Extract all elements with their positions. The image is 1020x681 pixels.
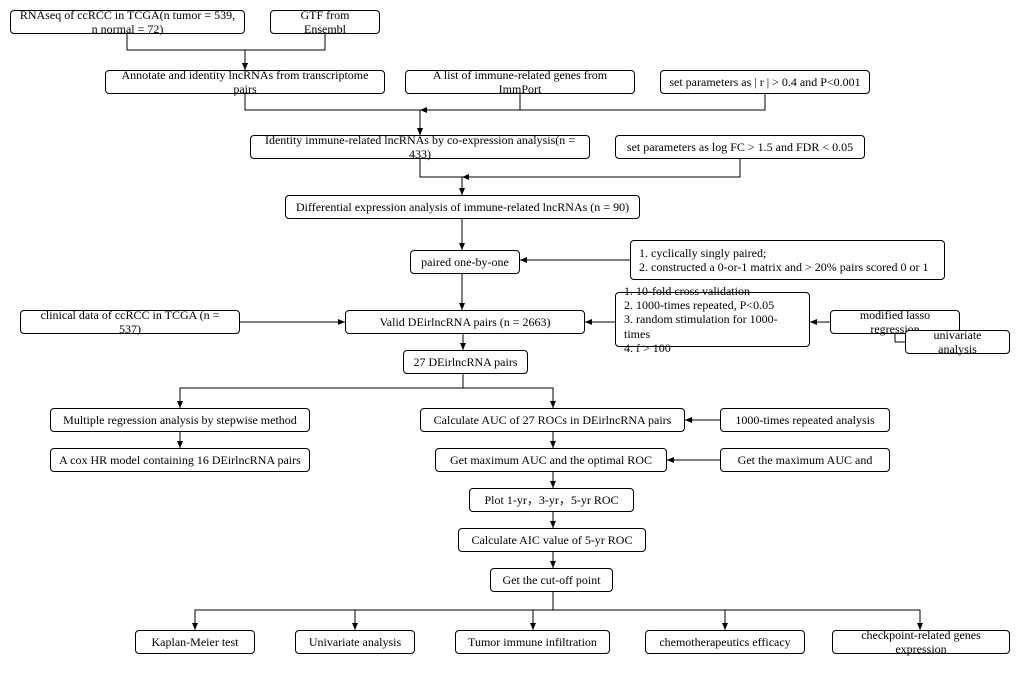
label: Univariate analysis [309,635,401,649]
node-params1: set parameters as | r | > 0.4 and P<0.00… [660,70,870,94]
label: Get the maximum AUC and [738,453,873,467]
label: chemotherapeutics efficacy [659,635,790,649]
label: Plot 1-yr，3-yr，5-yr ROC [485,493,619,507]
node-clinical: clinical data of ccRCC in TCGA (n = 537) [20,310,240,334]
node-plot135: Plot 1-yr，3-yr，5-yr ROC [469,488,634,512]
label: Identity immune-related lncRNAs by co-ex… [259,133,581,162]
node-km: Kaplan-Meier test [135,630,255,654]
node-annotate: Annotate and identity lncRNAs from trans… [105,70,385,94]
label: Multiple regression analysis by stepwise… [63,413,297,427]
node-cycpair: 1. cyclically singly paired; 2. construc… [630,240,945,280]
node-tumor: Tumor immune infiltration [455,630,610,654]
label: Get maximum AUC and the optimal ROC [450,453,652,467]
node-pairs27: 27 DEirlncRNA pairs [403,350,528,374]
node-roc27: Calculate AUC of 27 ROCs in DEirlncRNA p… [420,408,685,432]
label: 1. 10-fold cross validation 2. 1000-time… [624,284,801,356]
label: set parameters as | r | > 0.4 and P<0.00… [669,75,860,89]
label: Tumor immune infiltration [468,635,597,649]
node-univar2: Univariate analysis [295,630,415,654]
node-diffexp: Differential expression analysis of immu… [285,195,640,219]
label: A list of immune-related genes from ImmP… [414,68,626,97]
label: A cox HR model containing 16 DEirlncRNA … [59,453,301,467]
node-checkpoint: checkpoint-related genes expression [832,630,1010,654]
label: 27 DEirlncRNA pairs [414,355,518,369]
label: 1. cyclically singly paired; 2. construc… [639,246,928,275]
node-cutoff: Get the cut-off point [490,568,613,592]
node-params2: set parameters as log FC > 1.5 and FDR <… [615,135,865,159]
node-univar: univariate analysis [905,330,1010,354]
node-maxauc: Get maximum AUC and the optimal ROC [435,448,667,472]
node-aucinc: Get the maximum AUC and [720,448,890,472]
node-validparams: 1. 10-fold cross validation 2. 1000-time… [615,292,810,347]
node-immport: A list of immune-related genes from ImmP… [405,70,635,94]
node-chemo: chemotherapeutics efficacy [645,630,805,654]
label: Annotate and identity lncRNAs from trans… [114,68,376,97]
label: RNAseq of ccRCC in TCGA(n tumor = 539, n… [19,8,236,37]
label: clinical data of ccRCC in TCGA (n = 537) [29,308,231,337]
label: paired one-by-one [421,255,509,269]
label: GTF from Ensembl [279,8,371,37]
node-repeated: 1000-times repeated analysis [720,408,890,432]
label: Calculate AIC value of 5-yr ROC [472,533,633,547]
label: Valid DEirlncRNA pairs (n = 2663) [379,315,550,329]
label: univariate analysis [914,328,1001,357]
node-auc5yr: Calculate AIC value of 5-yr ROC [458,528,646,552]
node-identity: Identity immune-related lncRNAs by co-ex… [250,135,590,159]
node-coxhr: A cox HR model containing 16 DEirlncRNA … [50,448,310,472]
node-paired: paired one-by-one [410,250,520,274]
label: Get the cut-off point [502,573,600,587]
label: 1000-times repeated analysis [735,413,874,427]
flowchart-diagram: RNAseq of ccRCC in TCGA(n tumor = 539, n… [10,10,1010,671]
node-multi: Multiple regression analysis by stepwise… [50,408,310,432]
label: set parameters as log FC > 1.5 and FDR <… [627,140,853,154]
node-gtf: GTF from Ensembl [270,10,380,34]
label: Calculate AUC of 27 ROCs in DEirlncRNA p… [434,413,672,427]
label: Kaplan-Meier test [152,635,239,649]
node-valid: Valid DEirlncRNA pairs (n = 2663) [345,310,585,334]
label: Differential expression analysis of immu… [296,200,629,214]
label: checkpoint-related genes expression [841,628,1001,657]
node-rnaseq: RNAseq of ccRCC in TCGA(n tumor = 539, n… [10,10,245,34]
